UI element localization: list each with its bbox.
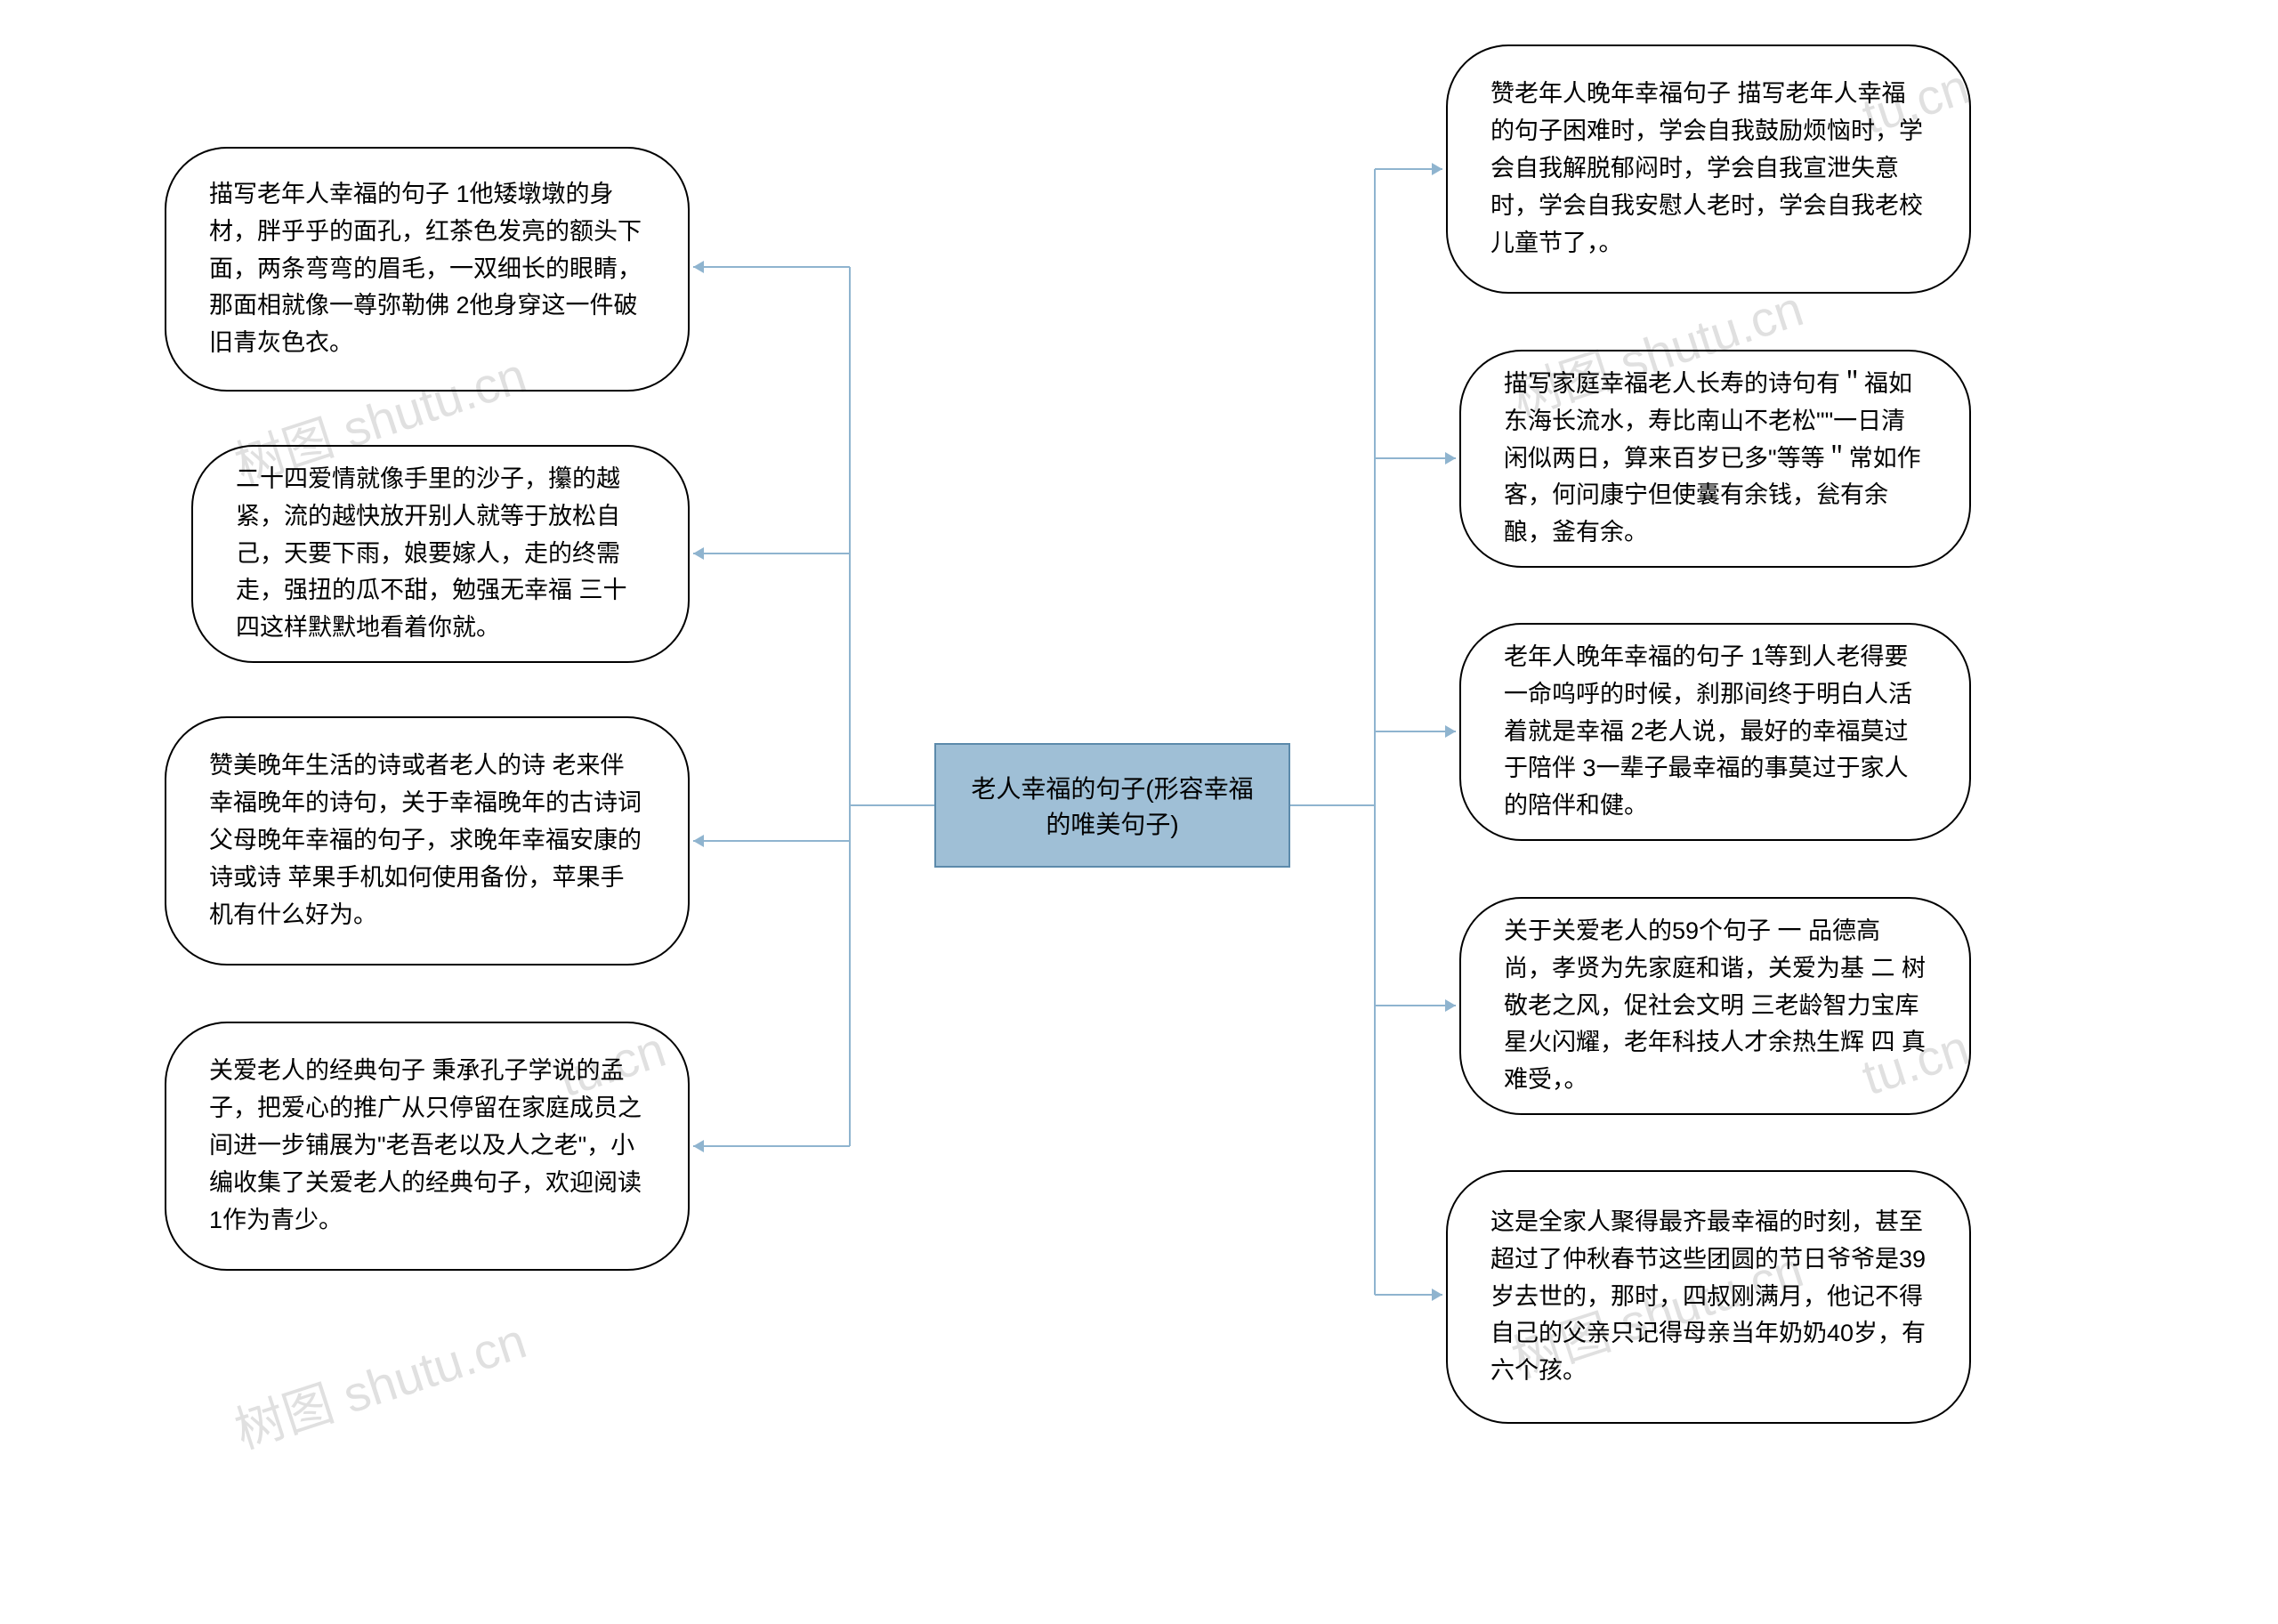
left-node-text-3: 关爱老人的经典句子 秉承孔子学说的孟子，把爱心的推广从只停留在家庭成员之间进一步… <box>209 1053 645 1239</box>
right-node-text-0: 赞老年人晚年幸福句子 描写老年人幸福的句子困难时，学会自我鼓励烦恼时，学会自我解… <box>1490 76 1927 262</box>
right-node-2: 老年人晚年幸福的句子 1等到人老得要一命呜呼的时候，刹那间终于明白人活着就是幸福… <box>1459 623 1971 841</box>
left-node-text-2: 赞美晚年生活的诗或者老人的诗 老来伴幸福晚年的诗句，关于幸福晚年的古诗词 父母晚… <box>209 747 645 933</box>
right-node-text-1: 描写家庭幸福老人长寿的诗句有＂福如东海长流水，寿比南山不老松""一日清闲似两日，… <box>1504 366 1927 552</box>
center-node: 老人幸福的句子(形容幸福的唯美句子) <box>934 743 1290 868</box>
left-node-3: 关爱老人的经典句子 秉承孔子学说的孟子，把爱心的推广从只停留在家庭成员之间进一步… <box>165 1022 690 1271</box>
right-node-0: 赞老年人晚年幸福句子 描写老年人幸福的句子困难时，学会自我鼓励烦恼时，学会自我解… <box>1446 44 1971 294</box>
right-node-3: 关于关爱老人的59个句子 一 品德高尚，孝贤为先家庭和谐，关爱为基 二 树敬老之… <box>1459 897 1971 1115</box>
left-node-text-1: 二十四爱情就像手里的沙子，攥的越紧，流的越快放开别人就等于放松自己，天要下雨，娘… <box>236 461 645 647</box>
left-node-text-0: 描写老年人幸福的句子 1他矮墩墩的身材，胖乎乎的面孔，红茶色发亮的额头下面，两条… <box>209 176 645 362</box>
left-node-1: 二十四爱情就像手里的沙子，攥的越紧，流的越快放开别人就等于放松自己，天要下雨，娘… <box>191 445 690 663</box>
watermark-1: 树图 shutu.cn <box>224 1301 534 1463</box>
right-node-text-2: 老年人晚年幸福的句子 1等到人老得要一命呜呼的时候，刹那间终于明白人活着就是幸福… <box>1504 639 1927 825</box>
right-node-4: 这是全家人聚得最齐最幸福的时刻，甚至超过了仲秋春节这些团圆的节日爷爷是39岁去世… <box>1446 1170 1971 1424</box>
left-node-2: 赞美晚年生活的诗或者老人的诗 老来伴幸福晚年的诗句，关于幸福晚年的古诗词 父母晚… <box>165 716 690 966</box>
right-node-1: 描写家庭幸福老人长寿的诗句有＂福如东海长流水，寿比南山不老松""一日清闲似两日，… <box>1459 350 1971 568</box>
left-node-0: 描写老年人幸福的句子 1他矮墩墩的身材，胖乎乎的面孔，红茶色发亮的额头下面，两条… <box>165 147 690 392</box>
right-node-text-4: 这是全家人聚得最齐最幸福的时刻，甚至超过了仲秋春节这些团圆的节日爷爷是39岁去世… <box>1490 1204 1927 1390</box>
center-node-text: 老人幸福的句子(形容幸福的唯美句子) <box>963 770 1262 841</box>
right-node-text-3: 关于关爱老人的59个句子 一 品德高尚，孝贤为先家庭和谐，关爱为基 二 树敬老之… <box>1504 913 1927 1099</box>
